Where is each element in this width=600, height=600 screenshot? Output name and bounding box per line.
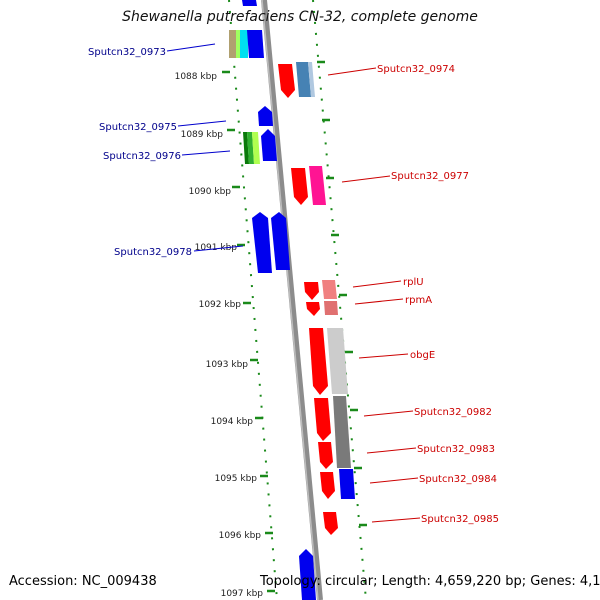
gene-label-right: Sputcn32_0974 xyxy=(377,64,455,75)
outer-dotted-boundary xyxy=(312,0,367,600)
leader-line xyxy=(341,175,391,183)
gene-arrow xyxy=(314,398,331,441)
gene-label-right: Sputcn32_0984 xyxy=(419,474,497,485)
left-leaders xyxy=(166,43,244,252)
leader-line xyxy=(371,517,421,523)
leader-line xyxy=(366,447,417,454)
leader-line xyxy=(181,150,231,156)
gene-arrow xyxy=(309,166,326,205)
leader-line xyxy=(193,245,244,252)
leader-line xyxy=(177,120,227,127)
gene-arrow xyxy=(247,30,264,58)
gene-label-right: rpmA xyxy=(405,295,432,306)
kbp-label: 1094 kbp xyxy=(211,417,254,427)
gene-arrow xyxy=(296,62,311,97)
gene-arrow xyxy=(306,302,320,316)
gene-arrow xyxy=(258,106,273,126)
gene-arrow xyxy=(318,442,333,469)
gene-label-left: Sputcn32_0975 xyxy=(99,122,177,133)
gene-arrow xyxy=(333,396,351,468)
gene-label-right: obgE xyxy=(410,350,435,361)
kbp-label: 1096 kbp xyxy=(219,531,262,541)
forward-genes xyxy=(229,0,316,600)
kbp-label: 1092 kbp xyxy=(199,300,242,310)
leader-line xyxy=(358,353,409,359)
leader-line xyxy=(352,280,402,288)
accession-text: Accession: NC_009438 xyxy=(9,574,157,589)
gene-arrow xyxy=(278,64,295,98)
gene-label-right: Sputcn32_0985 xyxy=(421,514,499,525)
genome-backbone-highlight xyxy=(261,0,319,600)
outer-ticks xyxy=(317,60,367,527)
gene-arrow xyxy=(291,168,308,205)
genome-backbone xyxy=(261,0,323,600)
gene-label-right: Sputcn32_0977 xyxy=(391,171,469,182)
gene-label-right: rplU xyxy=(403,277,424,288)
leader-line xyxy=(369,477,419,484)
kbp-label: 1097 kbp xyxy=(221,589,264,599)
gene-label-left: Sputcn32_0973 xyxy=(88,47,166,58)
gene-arrow xyxy=(309,328,328,395)
gene-arrow xyxy=(261,129,277,161)
gene-arrow xyxy=(236,30,240,58)
gene-arrow xyxy=(327,328,348,394)
gene-label-left: Sputcn32_0978 xyxy=(114,247,192,258)
gene-arrow xyxy=(308,62,315,97)
gene-arrow xyxy=(299,549,316,600)
gene-arrow xyxy=(339,469,355,499)
map-title: Shewanella putrefaciens CN-32, complete … xyxy=(122,9,478,25)
kbp-label: 1089 kbp xyxy=(181,130,224,140)
inner-dotted-boundary xyxy=(228,0,278,600)
reverse-genes xyxy=(278,62,355,535)
kbp-ticks xyxy=(222,70,275,593)
gene-arrow xyxy=(322,280,337,299)
leader-line xyxy=(327,67,377,76)
gene-arrow xyxy=(242,0,257,6)
right-leaders xyxy=(327,67,421,523)
gene-arrow xyxy=(252,132,260,164)
kbp-label: 1093 kbp xyxy=(206,360,249,370)
kbp-label: 1088 kbp xyxy=(175,72,218,82)
kbp-label: 1095 kbp xyxy=(215,474,258,484)
gene-arrow xyxy=(229,30,236,58)
gene-arrow xyxy=(323,512,338,535)
gene-label-right: Sputcn32_0982 xyxy=(414,407,492,418)
gene-arrow xyxy=(252,212,272,273)
leader-line xyxy=(363,410,414,417)
gene-label-right: Sputcn32_0983 xyxy=(417,444,495,455)
gene-arrow xyxy=(320,472,335,499)
gene-arrow xyxy=(324,301,338,315)
gene-arrow xyxy=(271,212,290,270)
kbp-label: 1090 kbp xyxy=(189,187,232,197)
kbp-label: 1091 kbp xyxy=(195,243,238,253)
leader-line xyxy=(166,43,216,52)
gene-label-left: Sputcn32_0976 xyxy=(103,151,181,162)
gene-arrow xyxy=(304,282,319,300)
topology-text: Topology: circular; Length: 4,659,220 bp… xyxy=(260,574,600,589)
gene-arrow xyxy=(247,132,254,164)
leader-line xyxy=(354,298,404,305)
gene-arrow xyxy=(240,30,248,58)
